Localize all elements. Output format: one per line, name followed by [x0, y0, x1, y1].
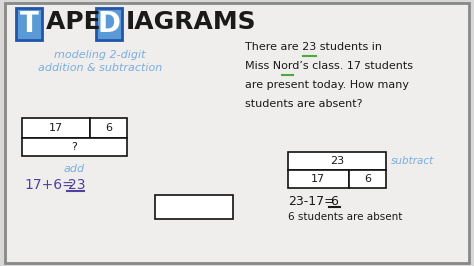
- Bar: [22, 138, 127, 156]
- Text: are present today. How many: are present today. How many: [245, 80, 409, 90]
- Text: 6 students are absent: 6 students are absent: [288, 212, 402, 222]
- Text: addition & subtraction: addition & subtraction: [38, 63, 162, 73]
- Bar: [90, 118, 127, 138]
- Text: students are absent?: students are absent?: [245, 99, 363, 109]
- Text: IAGRAMS: IAGRAMS: [126, 10, 256, 34]
- Text: There are 23 students in: There are 23 students in: [245, 42, 382, 52]
- Text: add: add: [64, 164, 85, 174]
- Text: subtract: subtract: [391, 156, 434, 166]
- Text: modeling 2-digit: modeling 2-digit: [54, 50, 146, 60]
- Text: 23-17=: 23-17=: [288, 195, 335, 208]
- Bar: [288, 170, 349, 188]
- Text: 6: 6: [364, 174, 371, 184]
- Text: 17: 17: [49, 123, 63, 133]
- Text: 17: 17: [311, 174, 326, 184]
- Text: 23: 23: [68, 178, 85, 192]
- Bar: [96, 8, 122, 40]
- Bar: [155, 195, 233, 219]
- Text: Miss Nord’s class. 17 students: Miss Nord’s class. 17 students: [245, 61, 413, 71]
- Text: 6: 6: [105, 123, 112, 133]
- Text: ?: ?: [72, 142, 77, 152]
- Text: 6: 6: [330, 195, 338, 208]
- Bar: [288, 152, 386, 170]
- Bar: [16, 8, 42, 40]
- Text: T: T: [19, 10, 38, 38]
- Text: 23: 23: [330, 156, 344, 166]
- Text: APE: APE: [46, 10, 109, 34]
- Text: 17+6=: 17+6=: [24, 178, 74, 192]
- Bar: [349, 170, 386, 188]
- Bar: [22, 118, 90, 138]
- Text: D: D: [98, 10, 120, 38]
